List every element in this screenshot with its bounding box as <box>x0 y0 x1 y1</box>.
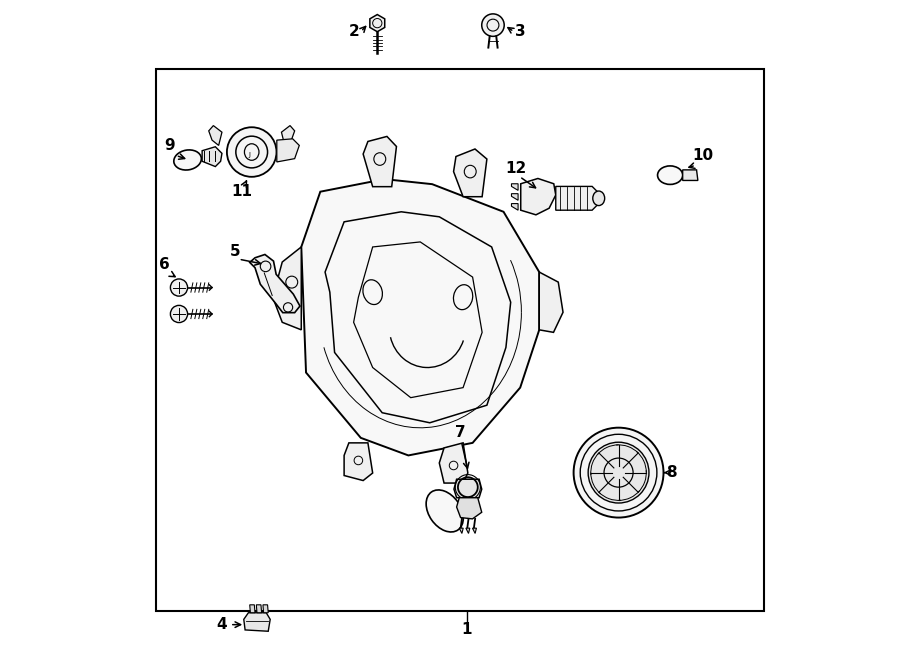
Polygon shape <box>370 15 384 32</box>
Polygon shape <box>277 139 300 162</box>
Polygon shape <box>521 178 556 215</box>
Ellipse shape <box>426 490 464 532</box>
Polygon shape <box>202 147 222 167</box>
Polygon shape <box>511 204 518 210</box>
Polygon shape <box>249 605 255 613</box>
Text: 7: 7 <box>454 426 465 440</box>
Text: J: J <box>248 151 250 158</box>
Polygon shape <box>263 605 268 613</box>
Polygon shape <box>456 498 482 519</box>
Ellipse shape <box>593 191 605 206</box>
Circle shape <box>482 14 504 36</box>
Polygon shape <box>244 613 270 631</box>
Polygon shape <box>344 443 373 481</box>
Polygon shape <box>454 149 487 197</box>
Polygon shape <box>302 179 539 455</box>
Polygon shape <box>539 272 563 332</box>
Polygon shape <box>439 443 468 483</box>
Circle shape <box>588 442 649 503</box>
Polygon shape <box>454 479 482 498</box>
Polygon shape <box>459 528 464 533</box>
Ellipse shape <box>174 150 202 170</box>
Text: 11: 11 <box>231 184 252 199</box>
Text: 6: 6 <box>159 257 170 272</box>
Polygon shape <box>466 528 470 533</box>
Polygon shape <box>511 194 518 200</box>
Polygon shape <box>472 528 476 533</box>
Text: 2: 2 <box>349 24 359 39</box>
Text: 4: 4 <box>217 617 228 632</box>
Text: 12: 12 <box>506 161 526 176</box>
Polygon shape <box>249 254 300 313</box>
Text: 5: 5 <box>230 244 240 258</box>
Ellipse shape <box>227 127 276 176</box>
Text: 8: 8 <box>666 465 677 480</box>
Polygon shape <box>209 126 222 145</box>
Text: 10: 10 <box>692 148 713 163</box>
Polygon shape <box>273 247 302 330</box>
Polygon shape <box>256 605 262 613</box>
Circle shape <box>170 305 187 323</box>
Text: 1: 1 <box>462 623 472 637</box>
Bar <box>156 69 764 611</box>
Ellipse shape <box>658 166 683 184</box>
Polygon shape <box>683 170 698 180</box>
Polygon shape <box>282 126 294 145</box>
Text: 9: 9 <box>164 138 175 153</box>
Text: 3: 3 <box>516 24 526 39</box>
Circle shape <box>573 428 663 518</box>
Polygon shape <box>363 136 397 186</box>
Polygon shape <box>511 184 518 190</box>
Circle shape <box>170 279 187 296</box>
Polygon shape <box>556 186 598 210</box>
